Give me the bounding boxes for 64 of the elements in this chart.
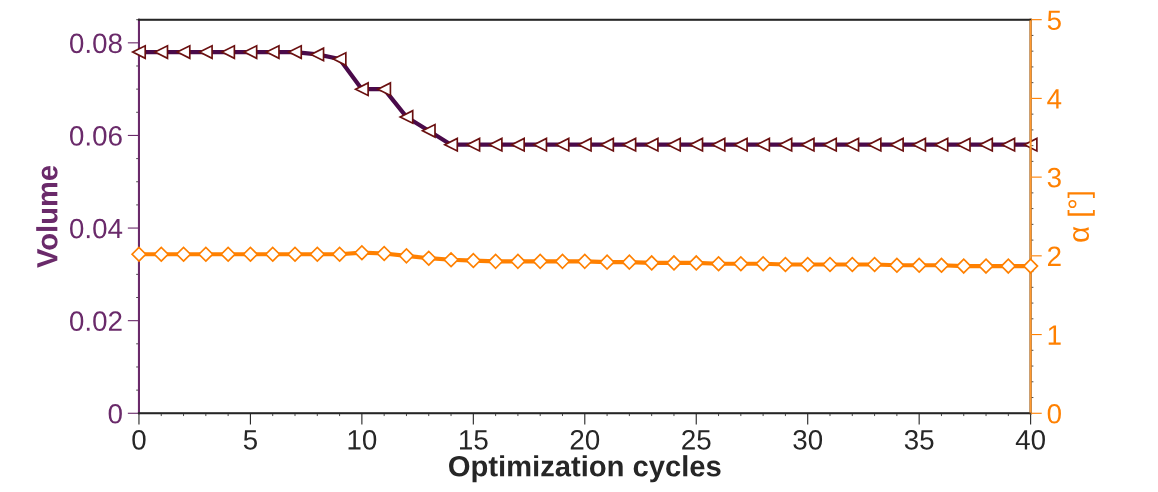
point bbox=[956, 258, 972, 274]
y2-tick-label: 0 bbox=[1047, 403, 1061, 424]
y2-tick-label: 3 bbox=[1047, 167, 1061, 188]
point bbox=[465, 252, 482, 269]
point bbox=[554, 253, 571, 270]
point bbox=[799, 256, 816, 273]
point bbox=[131, 246, 147, 262]
point bbox=[175, 246, 192, 262]
point bbox=[198, 246, 214, 262]
point bbox=[398, 248, 415, 264]
x-tick-label: 5 bbox=[243, 430, 257, 450]
point bbox=[688, 255, 704, 271]
point bbox=[599, 254, 615, 270]
y2-tick-label: 1 bbox=[1048, 325, 1061, 345]
x-tick-label: 25 bbox=[682, 429, 711, 450]
point bbox=[822, 256, 838, 273]
x-tick-label: 35 bbox=[904, 429, 934, 450]
point bbox=[331, 246, 348, 262]
point bbox=[376, 245, 392, 262]
y-tick-label: 0.08 bbox=[70, 33, 122, 54]
x-tick-label: 40 bbox=[1015, 429, 1045, 450]
x-tick-label: 20 bbox=[570, 429, 600, 450]
point bbox=[844, 256, 860, 273]
point bbox=[1000, 258, 1017, 274]
point bbox=[710, 256, 727, 272]
x-tick-label: 15 bbox=[460, 430, 488, 450]
point bbox=[755, 256, 771, 272]
point bbox=[242, 246, 259, 262]
point bbox=[510, 253, 526, 270]
x-tick-label: 0 bbox=[132, 429, 146, 450]
y2-tick-label: 2 bbox=[1047, 246, 1061, 266]
point bbox=[911, 257, 927, 273]
point bbox=[443, 252, 459, 268]
point bbox=[577, 253, 593, 270]
point bbox=[421, 250, 437, 266]
point bbox=[643, 255, 660, 271]
point bbox=[866, 256, 883, 273]
point bbox=[1022, 258, 1039, 274]
x-tick-label: 30 bbox=[793, 429, 823, 450]
x-axis-title: Optimization cycles bbox=[449, 455, 721, 483]
point bbox=[220, 246, 236, 262]
point bbox=[978, 258, 994, 274]
point bbox=[777, 256, 794, 273]
point bbox=[287, 246, 303, 262]
y-tick-label: 0 bbox=[108, 403, 122, 424]
point bbox=[153, 246, 169, 262]
y-tick-label: 0.06 bbox=[70, 126, 122, 146]
y-tick-label: 0.04 bbox=[70, 218, 123, 239]
point bbox=[487, 253, 504, 270]
point bbox=[621, 254, 638, 270]
point bbox=[933, 257, 950, 273]
y2-tick-label: 4 bbox=[1047, 89, 1062, 109]
point bbox=[264, 246, 281, 262]
y-axis-title: Volume bbox=[36, 165, 58, 268]
point bbox=[733, 256, 749, 272]
point bbox=[889, 257, 905, 273]
point bbox=[532, 253, 548, 270]
point bbox=[666, 255, 682, 271]
x-tick-label: 10 bbox=[348, 429, 377, 450]
y2-axis-title: α [°] bbox=[1067, 192, 1095, 242]
point bbox=[309, 246, 326, 262]
y2-tick-label: 5 bbox=[1047, 10, 1061, 31]
point bbox=[354, 244, 370, 261]
y-tick-label: 0.02 bbox=[70, 311, 122, 332]
